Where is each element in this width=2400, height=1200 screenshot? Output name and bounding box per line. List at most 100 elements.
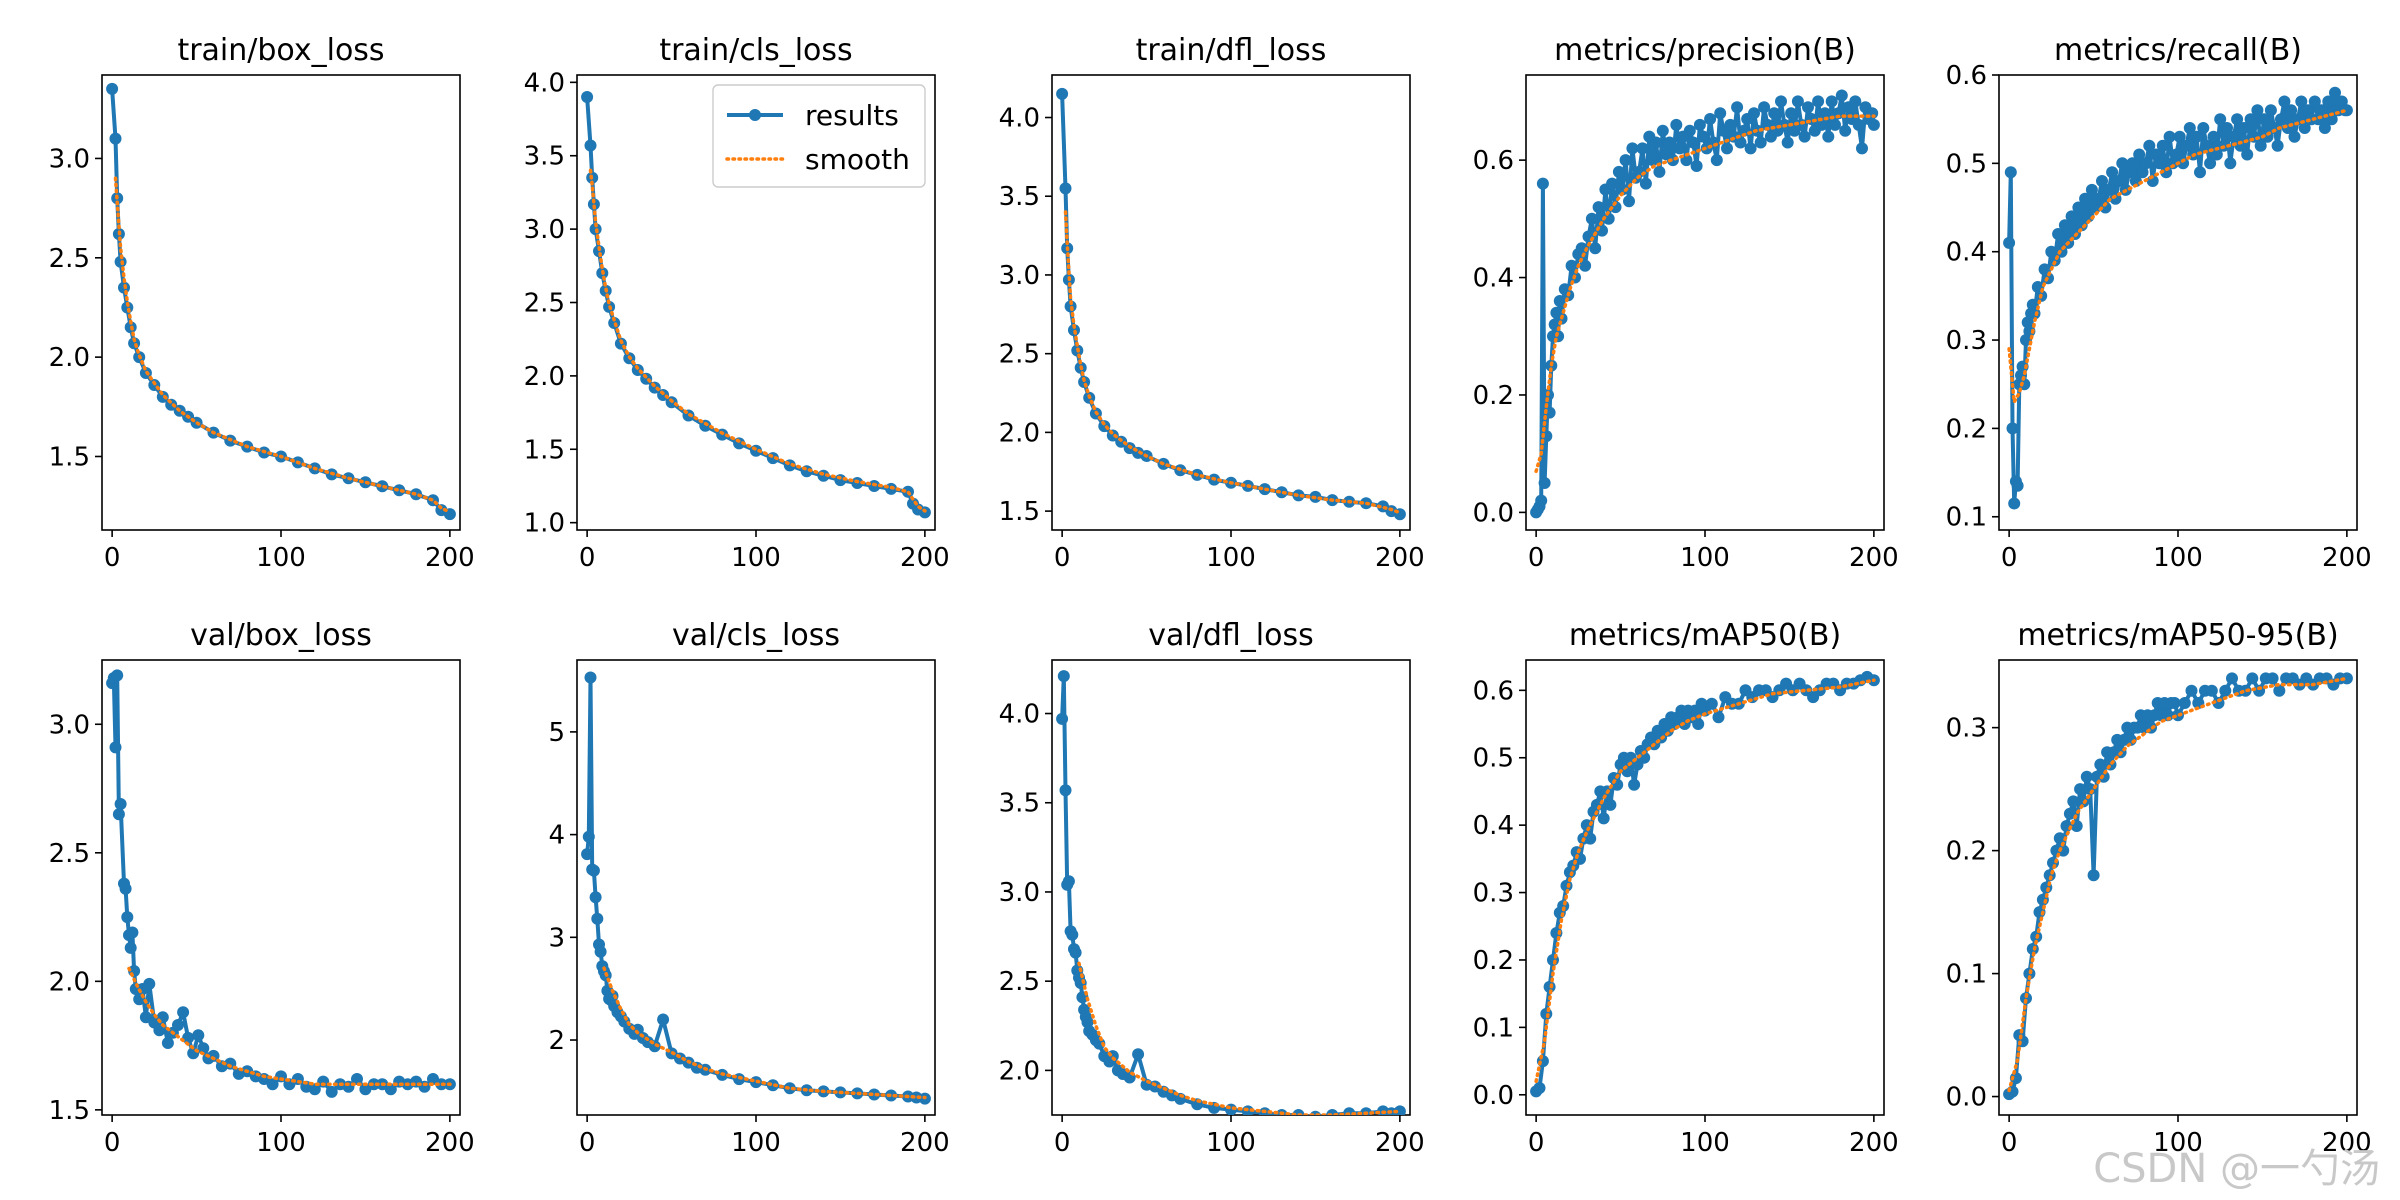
results-point	[1069, 946, 1082, 959]
results-point	[1818, 107, 1831, 120]
results-point	[2318, 122, 2331, 134]
results-point	[1687, 136, 1700, 149]
y-tick-label: 0.4	[1473, 811, 1514, 841]
results-point	[2168, 697, 2181, 709]
results-point	[2028, 307, 2041, 320]
y-tick-label: 2.0	[524, 362, 565, 392]
y-tick-label: 2.5	[49, 839, 90, 869]
y-tick-label: 3.0	[999, 878, 1040, 908]
results-point	[2173, 130, 2186, 143]
results-point	[1059, 182, 1072, 195]
plot-area	[1056, 670, 1406, 1115]
results-point	[1825, 95, 1838, 108]
results-point	[1585, 212, 1598, 225]
results-point	[1619, 154, 1632, 167]
results-point	[587, 198, 600, 211]
results-point	[2079, 192, 2092, 205]
results-point	[207, 1049, 220, 1062]
results-point	[2178, 697, 2191, 709]
plot-area	[106, 82, 456, 521]
results-point	[153, 1024, 166, 1037]
smooth-series-line	[113, 176, 452, 514]
y-tick-label: 0.3	[1946, 714, 1987, 744]
y-tick-label: 1.5	[524, 435, 565, 465]
results-point	[2096, 175, 2108, 187]
y-tick-label: 1.5	[49, 1096, 90, 1126]
results-point	[2112, 175, 2125, 187]
results-point	[1589, 242, 1602, 255]
results-point	[1616, 183, 1629, 196]
results-point	[2264, 104, 2277, 117]
results-point	[2092, 192, 2105, 205]
results-point	[591, 912, 604, 925]
results-point	[2285, 104, 2298, 117]
results-point	[1856, 142, 1868, 155]
results-point	[2278, 95, 2291, 108]
results-point	[2295, 95, 2308, 108]
results-point	[1056, 712, 1069, 725]
results-point	[2244, 113, 2257, 126]
results-point	[1066, 928, 1079, 941]
results-point	[2315, 104, 2328, 117]
results-point	[1536, 177, 1549, 190]
panel-title: metrics/mAP50-95(B)	[2017, 618, 2338, 653]
y-tick-label: 4	[548, 821, 565, 851]
results-point	[2053, 832, 2066, 845]
x-tick-label: 0	[579, 1128, 596, 1158]
smooth-series-line	[1534, 678, 1876, 1084]
panel-title: metrics/recall(B)	[2054, 33, 2302, 68]
results-point	[868, 1088, 881, 1101]
results-point	[1815, 118, 1828, 131]
smooth-series-line	[1077, 961, 1402, 1115]
x-tick-label: 100	[731, 1128, 781, 1158]
results-point	[2254, 139, 2267, 152]
results-point	[2271, 139, 2284, 152]
results-point	[593, 245, 605, 258]
panel-title: train/cls_loss	[659, 33, 852, 68]
results-point	[1849, 95, 1862, 108]
results-point	[325, 1085, 338, 1098]
y-tick-label: 0.3	[1473, 879, 1514, 909]
results-point	[114, 798, 127, 810]
results-point	[1656, 124, 1669, 137]
y-tick-label: 5	[548, 718, 565, 748]
results-point	[1744, 142, 1757, 155]
results-point	[1832, 107, 1845, 120]
results-point	[1132, 1048, 1145, 1061]
results-point	[1584, 832, 1597, 845]
results-point	[2190, 130, 2203, 143]
y-tick-label: 1.5	[999, 497, 1040, 527]
results-point	[1623, 195, 1635, 208]
results-point	[121, 911, 134, 924]
y-tick-label: 2	[548, 1026, 565, 1056]
panel-metrics-recall-b: metrics/recall(B) 0 100 200 0.1 0.2 0.3 0.4 0.5 0…	[1946, 33, 2372, 573]
legend-results-label: results	[805, 99, 899, 132]
panel-metrics-precision-b: metrics/precision(B) 0 100 200 0.0 0.2 0.4 0.6	[1473, 33, 1899, 573]
results-point	[2325, 113, 2338, 126]
results-point	[581, 91, 594, 103]
results-point	[2016, 360, 2029, 373]
results-point	[124, 941, 137, 954]
results-point	[1802, 101, 1814, 114]
results-point	[2074, 783, 2087, 796]
results-point	[2099, 201, 2112, 214]
results-point	[1535, 494, 1548, 507]
results-point	[384, 1083, 397, 1096]
x-tick-label: 200	[425, 543, 475, 573]
results-point	[1057, 670, 1070, 683]
results-point	[1056, 87, 1069, 100]
results-point	[172, 1019, 184, 1031]
results-point	[1835, 89, 1848, 102]
smooth-series-line	[127, 966, 452, 1086]
results-point	[1533, 1082, 1546, 1094]
results-point	[1068, 324, 1080, 337]
panel-train-dfl-loss: train/dfl_loss 0 100 200 1.5 2.0 2.5 3.0 3.5 4.0	[999, 33, 1425, 573]
x-tick-label: 200	[2322, 1128, 2372, 1158]
results-point	[766, 1079, 779, 1092]
results-point	[2180, 139, 2193, 152]
x-tick-label: 200	[1375, 1128, 1425, 1158]
panel-val-box-loss: val/box_loss 0 100 200 1.5 2.0 2.5 3.0	[49, 618, 475, 1158]
results-point	[1798, 130, 1811, 143]
results-point	[1775, 95, 1787, 108]
results-point	[2177, 157, 2190, 170]
